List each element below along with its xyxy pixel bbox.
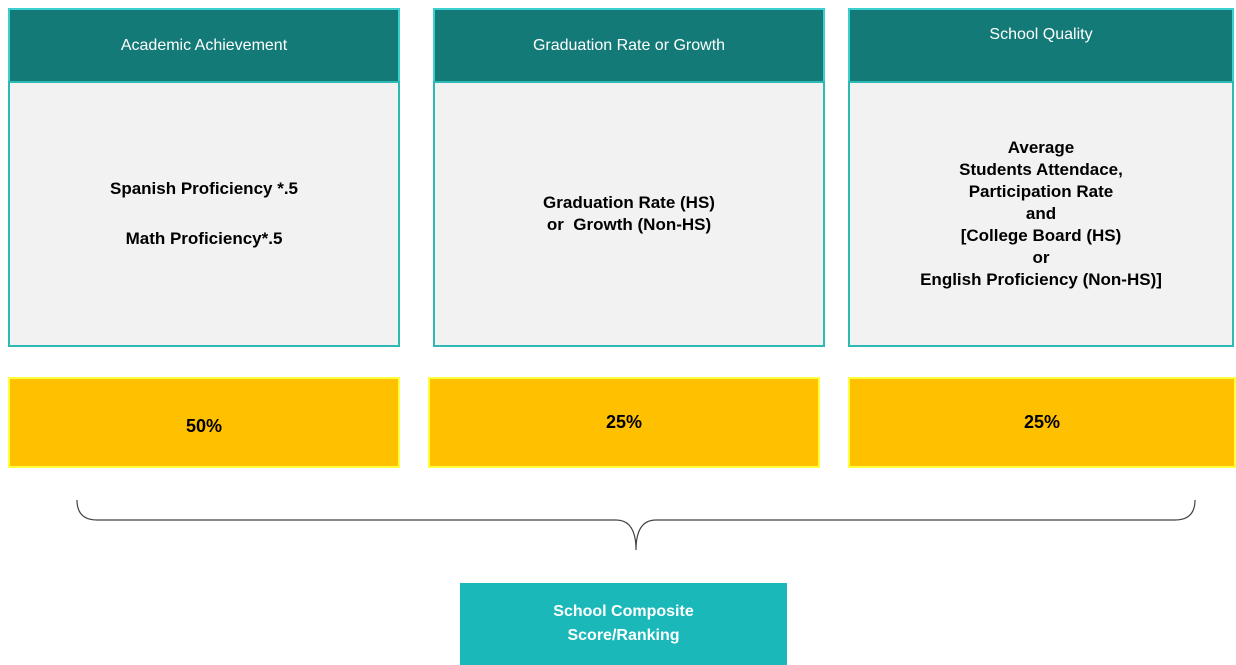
weight-box: 50%	[8, 377, 400, 468]
text-line: and	[1025, 204, 1057, 223]
text-line: Participation Rate	[968, 182, 1114, 201]
column-header: School Quality	[848, 8, 1234, 81]
text-line: Score/Ranking	[567, 627, 680, 644]
paragraph: Math Proficiency*.5	[126, 228, 283, 250]
text-line: English Proficiency (Non-HS)]	[920, 270, 1162, 289]
column-header: Graduation Rate or Growth	[433, 8, 825, 81]
text-line: [College Board (HS)	[960, 226, 1122, 245]
text-line: or	[1032, 248, 1050, 267]
text-line: Spanish Proficiency *.5	[109, 179, 298, 198]
text-line: School Composite	[553, 603, 694, 620]
paragraph: Spanish Proficiency *.5	[110, 178, 298, 200]
result-box: School Composite Score/Ranking	[460, 583, 787, 665]
column-body: Graduation Rate (HS) or Growth (Non-HS)	[433, 81, 825, 347]
weight-box: 25%	[848, 377, 1236, 468]
text-line: Average	[1007, 138, 1075, 157]
brace	[76, 499, 1196, 551]
paragraph: Graduation Rate (HS) or Growth (Non-HS)	[543, 192, 715, 236]
text-line: Math Proficiency*.5	[125, 229, 283, 248]
text-line: or Growth (Non-HS)	[546, 215, 712, 234]
text-line: Students Attendace,	[959, 160, 1123, 179]
text-line: Graduation Rate (HS)	[543, 193, 715, 212]
column-header: Academic Achievement	[8, 8, 400, 81]
column-body: Spanish Proficiency *.5 Math Proficiency*…	[8, 81, 400, 347]
weight-box: 25%	[428, 377, 820, 468]
paragraph: Average Students Attendace, Participation …	[920, 137, 1162, 291]
column-body: Average Students Attendace, Participation …	[848, 81, 1234, 347]
